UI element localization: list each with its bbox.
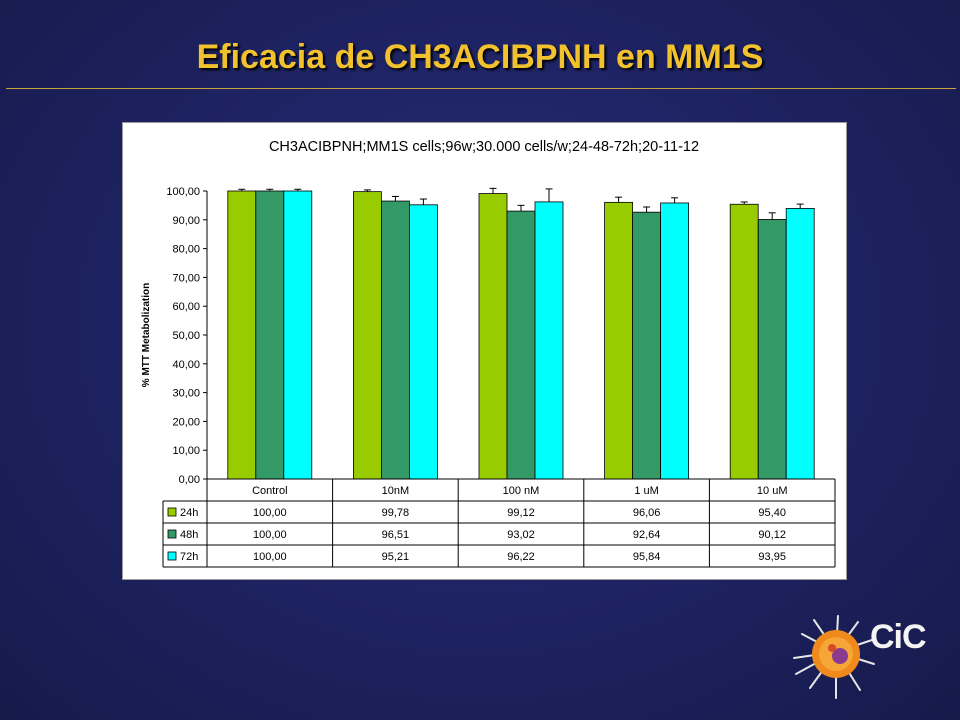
- table-cell: 93,02: [507, 529, 535, 541]
- category-label: 10nM: [382, 485, 410, 497]
- table-cell: 96,51: [382, 529, 410, 541]
- category-label: Control: [252, 485, 287, 497]
- y-tick-label: 10,00: [172, 445, 200, 457]
- legend-label: 72h: [180, 551, 198, 563]
- table-cell: 99,12: [507, 507, 535, 519]
- bar: [729, 203, 759, 480]
- y-tick-label: 40,00: [172, 359, 200, 371]
- bar: [757, 219, 787, 480]
- legend-label: 24h: [180, 507, 198, 519]
- bar: [255, 190, 285, 480]
- plot-area: 100,00 90,00 80,00 70,00 60,00 50,00 40,00 30,0…: [166, 186, 835, 486]
- category-label: 1 uM: [634, 485, 658, 497]
- table-cell: 99,78: [382, 507, 410, 519]
- bar: [352, 191, 382, 480]
- bar: [506, 210, 536, 480]
- bar: [227, 190, 257, 480]
- y-tick-label: 20,00: [172, 416, 200, 428]
- table-cell: 100,00: [253, 551, 287, 563]
- category-label: 100 nM: [503, 485, 540, 497]
- bar: [408, 204, 438, 480]
- slide-title: Eficacia de CH3ACIBPNH en MM1S: [196, 38, 764, 76]
- table-cell: 96,06: [633, 507, 661, 519]
- category-label: 10 uM: [757, 485, 788, 497]
- y-tick-label: 50,00: [172, 330, 200, 342]
- bar: [785, 208, 815, 480]
- chart-title: CH3ACIBPNH;MM1S cells;96w;30.000 cells/w…: [269, 139, 699, 155]
- table-cell: 95,21: [382, 551, 410, 563]
- bar-chart: CH3ACIBPNH;MM1S cells;96w;30.000 cells/w…: [141, 139, 836, 568]
- y-tick-label: 70,00: [172, 272, 200, 284]
- table-cell: 92,64: [633, 529, 661, 541]
- title-divider: [6, 88, 956, 89]
- bar: [478, 193, 508, 480]
- bar: [380, 200, 410, 480]
- y-tick-label: 0,00: [179, 474, 200, 486]
- table-cell: 95,40: [758, 507, 786, 519]
- table-cell: 96,22: [507, 551, 535, 563]
- bar: [534, 201, 564, 480]
- legend-swatch: [167, 529, 177, 539]
- y-tick-label: 90,00: [172, 215, 200, 227]
- y-axis-label: % MTT Metabolization: [141, 283, 152, 387]
- y-tick-label: 100,00: [166, 186, 200, 198]
- table-cell: 95,84: [633, 551, 661, 563]
- table-cell: 100,00: [253, 507, 287, 519]
- bar: [660, 202, 689, 480]
- table-cell: 93,95: [758, 551, 786, 563]
- bar: [632, 211, 662, 480]
- y-tick-label: 60,00: [172, 301, 200, 313]
- table-cell: 90,12: [758, 529, 786, 541]
- legend-swatch: [167, 507, 177, 517]
- table-cell: 100,00: [253, 529, 287, 541]
- logo-text: CiC: [870, 618, 927, 656]
- y-tick-label: 80,00: [172, 244, 200, 256]
- chart-panel: CH3ACIBPNH;MM1S cells;96w;30.000 cells/w…: [122, 122, 847, 580]
- cic-logo: [793, 615, 875, 699]
- y-tick-label: 30,00: [172, 388, 200, 400]
- data-table: Control 10nM 100 nM 1 uM 10 uM 24h 100,00 99,78…: [162, 478, 836, 568]
- bar: [604, 201, 634, 480]
- legend-label: 48h: [180, 529, 198, 541]
- legend-swatch: [167, 551, 177, 561]
- bar: [283, 190, 313, 480]
